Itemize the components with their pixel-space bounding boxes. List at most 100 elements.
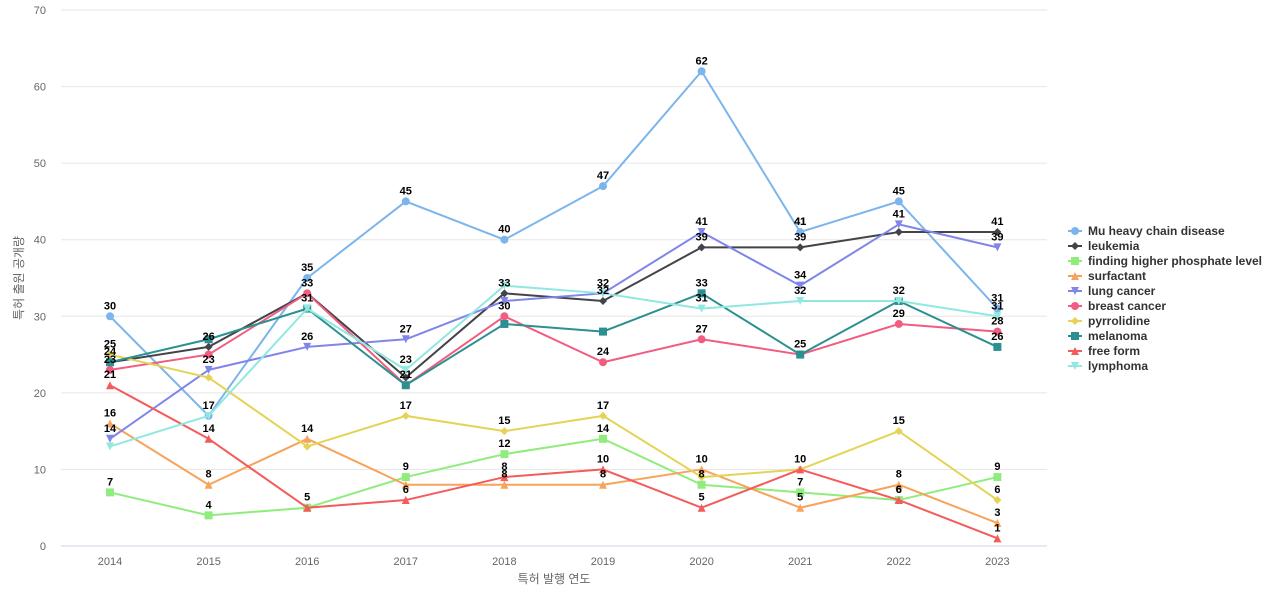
data-label: 3: [994, 507, 1000, 519]
data-label: 5: [797, 492, 803, 504]
data-point: [500, 235, 509, 244]
x-tick-label: 2015: [196, 556, 220, 568]
data-label: 17: [400, 400, 412, 412]
x-tick-label: 2020: [689, 556, 713, 568]
series-4: [106, 220, 1002, 443]
data-point: [204, 373, 213, 382]
data-label: 35: [301, 262, 313, 274]
legend-item: lymphoma: [1068, 359, 1148, 373]
data-point: [204, 335, 213, 344]
legend-symbol: [1071, 347, 1079, 355]
data-point: [303, 342, 312, 351]
data-point: [106, 381, 114, 390]
data-point: [500, 450, 509, 459]
data-point: [106, 312, 114, 321]
data-point: [401, 197, 410, 206]
series-3: [106, 419, 1002, 528]
data-point: [204, 365, 213, 374]
legend-item: surfactant: [1068, 269, 1146, 283]
data-label: 30: [104, 300, 116, 312]
data-label: 10: [794, 453, 806, 465]
legend-symbol: [1071, 332, 1079, 340]
legend-item: Mu heavy chain disease: [1068, 224, 1225, 238]
data-label: 27: [400, 323, 412, 335]
y-tick-label: 10: [34, 464, 46, 476]
legend-symbol: [1071, 302, 1079, 310]
data-point: [106, 442, 114, 451]
y-tick-label: 30: [34, 311, 46, 323]
data-point: [796, 296, 805, 305]
data-point: [894, 480, 903, 489]
data-point: [697, 465, 706, 474]
data-point: [500, 319, 509, 328]
data-point: [401, 411, 410, 420]
data-point: [796, 488, 805, 497]
data-point: [697, 503, 706, 512]
legend-label: Mu heavy chain disease: [1088, 224, 1225, 238]
x-tick-label: 2018: [492, 556, 516, 568]
data-point: [697, 335, 706, 344]
data-label: 29: [893, 308, 905, 320]
data-label: 26: [202, 331, 214, 343]
data-label: 8: [501, 469, 507, 481]
y-tick-label: 40: [34, 235, 46, 247]
data-label: 7: [107, 476, 113, 488]
data-point: [599, 480, 607, 489]
y-tick-label: 20: [34, 388, 46, 400]
data-label: 40: [498, 224, 510, 236]
x-tick-label: 2014: [98, 556, 122, 568]
data-label: 15: [498, 415, 510, 427]
legend-symbol: [1071, 242, 1079, 250]
x-axis-title: 특허 발행 연도: [518, 571, 591, 586]
x-tick-label: 2022: [887, 556, 911, 568]
data-point: [796, 350, 805, 359]
data-point: [993, 304, 1002, 313]
series-line: [109, 353, 998, 501]
data-label: 8: [600, 469, 606, 481]
data-label: 26: [991, 331, 1003, 343]
data-point: [401, 365, 410, 374]
legend-item: finding higher phosphate level: [1068, 254, 1262, 268]
data-point: [993, 534, 1002, 543]
x-tick-label: 2023: [985, 556, 1009, 568]
x-tick-label: 2021: [788, 556, 812, 568]
data-label: 14: [301, 423, 314, 435]
data-label: 41: [991, 216, 1003, 228]
legend-item: leukemia: [1068, 239, 1140, 253]
data-point: [401, 335, 410, 344]
data-point: [894, 220, 903, 229]
data-label: 32: [893, 285, 905, 297]
data-label: 39: [695, 231, 707, 243]
legend-symbol: [1071, 362, 1079, 370]
data-label: 9: [403, 461, 409, 473]
data-point: [697, 228, 706, 237]
data-point: [599, 296, 607, 305]
data-label: 32: [794, 285, 806, 297]
legend-symbol: [1071, 287, 1079, 295]
data-point: [303, 503, 312, 512]
data-point: [894, 228, 903, 237]
data-label: 17: [202, 400, 214, 412]
data-point: [500, 289, 509, 298]
data-label: 14: [202, 423, 215, 435]
data-point: [204, 411, 213, 420]
data-point: [500, 427, 509, 436]
data-point: [993, 243, 1002, 252]
y-tick-label: 60: [34, 82, 46, 94]
series-8: [106, 381, 1002, 543]
data-point: [599, 465, 607, 474]
data-point: [599, 411, 607, 420]
data-point: [106, 365, 114, 374]
data-label: 14: [104, 423, 117, 435]
series-6: [106, 350, 1002, 505]
legend-label: pyrrolidine: [1088, 314, 1150, 328]
data-label: 23: [202, 354, 214, 366]
data-label: 8: [206, 469, 212, 481]
data-point: [106, 434, 114, 443]
legend-label: melanoma: [1088, 329, 1148, 343]
data-point: [401, 373, 410, 382]
data-label: 21: [104, 369, 116, 381]
data-point: [204, 434, 213, 443]
legend-label: leukemia: [1088, 239, 1140, 253]
series-line: [109, 70, 999, 417]
